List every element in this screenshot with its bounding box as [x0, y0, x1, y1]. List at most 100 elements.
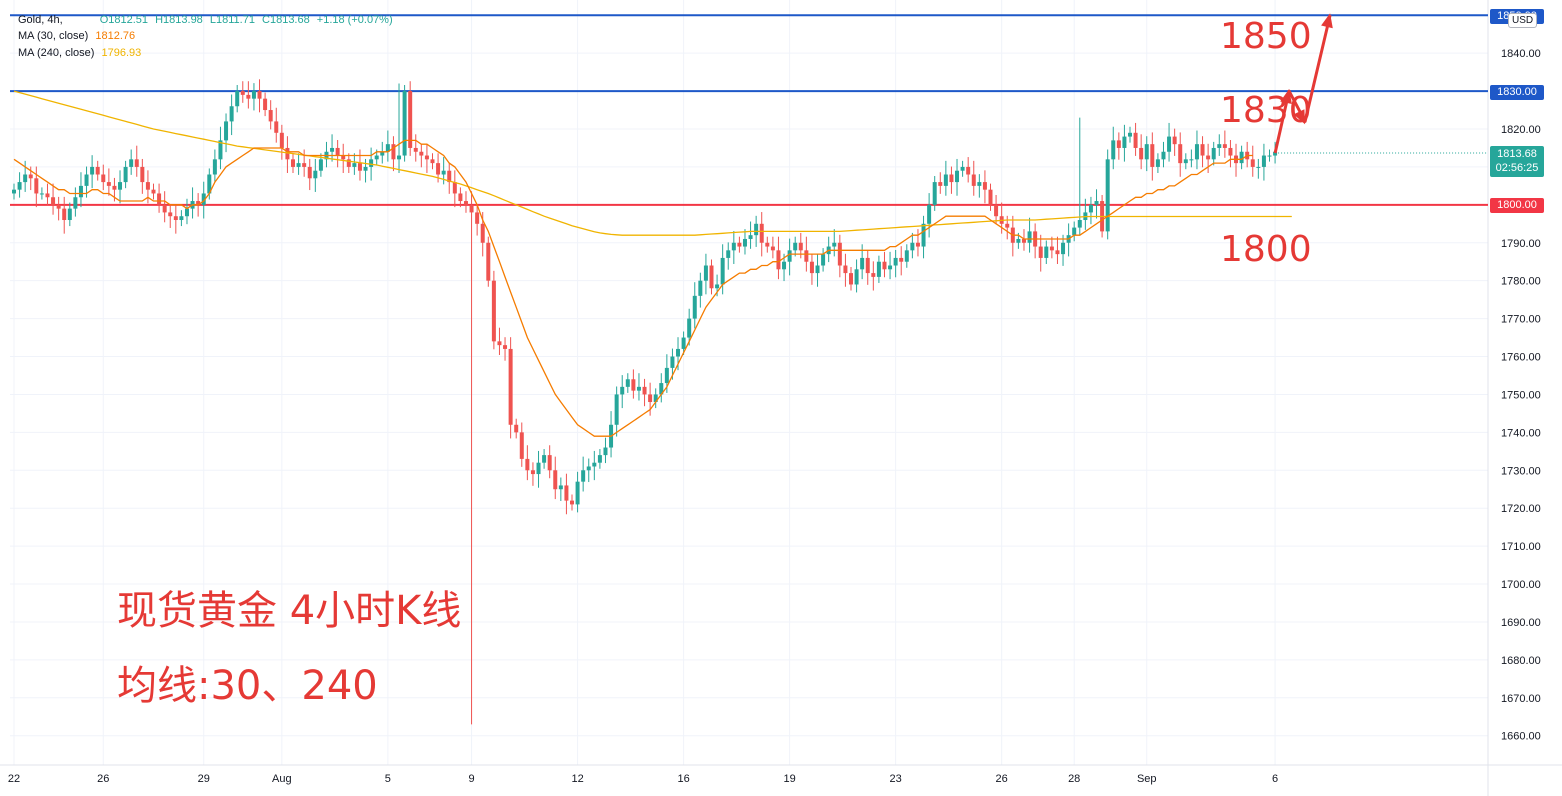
candle-body [346, 159, 351, 167]
candle-body [1194, 144, 1199, 160]
candle [1122, 124, 1127, 162]
candle-body [960, 166, 965, 171]
candle [330, 134, 335, 162]
candle-body [402, 91, 407, 156]
candle-body [447, 170, 452, 183]
candle [1217, 134, 1222, 156]
ma240-legend[interactable]: MA (240, close) 1796.93 [18, 47, 145, 59]
candle [770, 236, 775, 259]
candle-body [1150, 144, 1155, 167]
candle-body [151, 189, 156, 194]
candle [39, 187, 44, 200]
ma30-legend[interactable]: MA (30, close) 1812.76 [18, 30, 139, 42]
candle-body [698, 280, 703, 296]
candle-body [553, 470, 558, 490]
candle [352, 153, 357, 175]
candle [1144, 136, 1149, 172]
candle-body [536, 462, 541, 475]
candle-body [776, 250, 781, 270]
candle-body [39, 193, 44, 195]
candle [184, 198, 189, 225]
candle [291, 153, 295, 173]
candle-body [357, 163, 362, 171]
candle-body [882, 261, 887, 270]
candle-body [1144, 144, 1149, 160]
x-tick-label: Sep [1137, 773, 1157, 785]
candle [1267, 149, 1272, 162]
candle-body [218, 140, 223, 160]
candle-body [1200, 144, 1205, 156]
candle-body [101, 174, 106, 183]
candle [636, 373, 641, 401]
candle-body [313, 170, 318, 179]
candle [910, 232, 915, 259]
candle [876, 255, 881, 283]
candle-body [754, 223, 759, 236]
candle [162, 191, 167, 223]
candle [614, 386, 619, 437]
candle-body [915, 242, 920, 247]
candle [592, 450, 597, 481]
symbol-label[interactable]: Gold, 4h, [18, 14, 63, 26]
candle [95, 160, 100, 181]
projection-path [1273, 14, 1332, 154]
candle-body [592, 462, 597, 467]
candle [597, 449, 602, 469]
candle-body [419, 151, 424, 156]
moving-averages [13, 90, 1292, 437]
candle [463, 191, 468, 213]
candle [391, 136, 396, 172]
y-tick-label: 1710.00 [1501, 541, 1541, 553]
candle-body [642, 386, 647, 395]
candle [62, 196, 67, 234]
candle-body [943, 174, 948, 186]
candle-body [1072, 227, 1077, 236]
candle [966, 157, 971, 183]
time-axis[interactable]: 22 26 29 Aug 5 9 12 16 19 23 26 28 Sep 6 [8, 773, 1278, 785]
x-tick-label: 26 [996, 773, 1008, 785]
candle-body [106, 182, 111, 186]
y-tick-label: 1670.00 [1501, 693, 1541, 705]
candle-body [1172, 136, 1177, 145]
candle-body [184, 208, 189, 217]
y-tick-label: 1780.00 [1501, 276, 1541, 288]
candle [1077, 117, 1082, 236]
candle [224, 113, 229, 153]
candle [854, 259, 859, 293]
candle [765, 236, 770, 253]
candle [1055, 236, 1060, 264]
candle-body [542, 455, 547, 463]
candle [860, 244, 865, 280]
candle-body [854, 269, 859, 285]
candle [84, 166, 89, 198]
candle [536, 450, 541, 488]
candle-body [1111, 140, 1116, 160]
candle-body [564, 485, 569, 501]
candle [642, 378, 647, 407]
candle-body [1038, 246, 1043, 258]
candle [849, 267, 853, 291]
candle-body [1155, 159, 1160, 167]
candle-body [296, 163, 301, 167]
candle [12, 183, 16, 200]
candle-body [491, 280, 496, 342]
y-tick-label: 1750.00 [1501, 389, 1541, 401]
candle [134, 145, 139, 177]
candle [681, 331, 686, 356]
candle [257, 79, 262, 113]
candle-body [1105, 159, 1110, 232]
candle-body [659, 383, 664, 395]
candle [268, 100, 273, 130]
candle-body [815, 265, 820, 274]
candle [1027, 217, 1032, 253]
ma30-line [13, 139, 1253, 437]
candle-body [1055, 250, 1060, 255]
candle [1038, 234, 1043, 272]
candle-body [235, 91, 240, 107]
candle [832, 229, 837, 257]
x-tick-label: 26 [97, 773, 109, 785]
candle [363, 158, 368, 183]
currency-button[interactable]: USD [1508, 13, 1538, 28]
candle-body [1273, 151, 1278, 156]
